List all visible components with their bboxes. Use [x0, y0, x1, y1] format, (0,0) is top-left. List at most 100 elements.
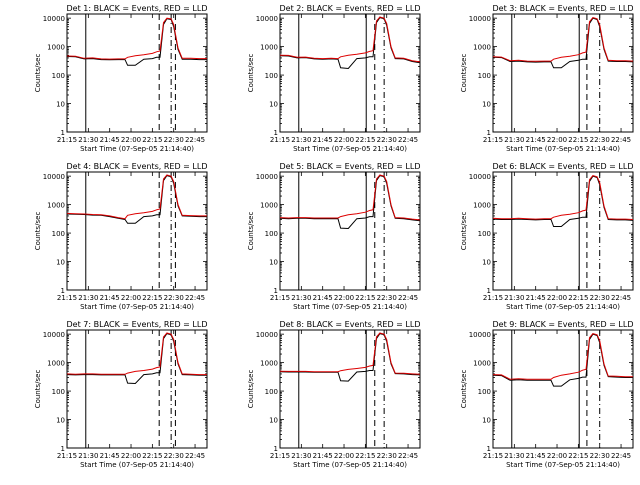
y-tick-label: 1000 [473, 202, 491, 210]
plot-frame [66, 329, 208, 449]
y-tick-label: 10000 [256, 331, 278, 339]
y-tick-label: 1 [61, 445, 65, 453]
y-tick-label: 10 [482, 417, 491, 425]
x-tick-label: 22:30 [377, 294, 397, 302]
y-tick-label: 10000 [469, 173, 491, 181]
series-lld [492, 175, 634, 220]
y-tick-label: 100 [265, 388, 278, 396]
x-axis-title: Start Time (07-Sep-05 21:14:40) [506, 145, 620, 153]
y-tick-label: 1 [274, 287, 278, 295]
y-tick-label: 100 [478, 388, 491, 396]
y-tick-label: 1000 [473, 360, 491, 368]
y-tick-label: 10000 [43, 331, 65, 339]
x-tick-label: 21:30 [504, 452, 524, 460]
x-tick-label: 22:15 [355, 294, 375, 302]
x-axis-title: Start Time (07-Sep-05 21:14:40) [506, 303, 620, 311]
x-axis-title: Start Time (07-Sep-05 21:14:40) [80, 461, 194, 469]
x-tick-label: 22:15 [355, 136, 375, 144]
y-axis-title: Counts/sec [247, 54, 255, 93]
x-tick-label: 21:45 [100, 136, 120, 144]
y-tick-label: 1 [274, 445, 278, 453]
y-axis-title: Counts/sec [460, 212, 468, 251]
x-tick-label: 22:00 [547, 452, 567, 460]
y-tick-label: 10 [269, 417, 278, 425]
series-lld [66, 174, 207, 220]
y-tick-label: 100 [478, 72, 491, 80]
x-tick-label: 22:30 [377, 452, 397, 460]
x-axis-title: Start Time (07-Sep-05 21:14:40) [80, 303, 194, 311]
series-lld [66, 17, 207, 60]
x-axis-title: Start Time (07-Sep-05 21:14:40) [293, 461, 407, 469]
y-tick-label: 100 [265, 72, 278, 80]
y-tick-label: 1 [61, 287, 65, 295]
x-tick-label: 22:30 [164, 294, 184, 302]
y-tick-label: 10000 [43, 15, 65, 23]
x-tick-label: 22:30 [590, 294, 610, 302]
x-tick-label: 21:45 [526, 136, 546, 144]
x-tick-label: 22:00 [334, 452, 354, 460]
x-tick-label: 22:00 [334, 294, 354, 302]
x-tick-label: 22:30 [590, 136, 610, 144]
y-tick-label: 10 [56, 259, 65, 267]
y-axis-title: Counts/sec [460, 54, 468, 93]
y-tick-label: 1000 [260, 202, 278, 210]
x-tick-label: 22:30 [164, 136, 184, 144]
x-tick-label: 22:00 [121, 294, 141, 302]
y-tick-label: 1 [487, 445, 491, 453]
x-tick-label: 22:45 [185, 452, 205, 460]
panel-title: Det 4: BLACK = Events, RED = LLD [67, 162, 208, 171]
panel-6: Det 6: BLACK = Events, RED = LLD 1 10 100 10… [460, 162, 634, 311]
y-tick-label: 1000 [47, 360, 65, 368]
x-tick-label: 21:45 [313, 452, 333, 460]
x-tick-label: 22:45 [398, 136, 418, 144]
y-tick-label: 10000 [43, 173, 65, 181]
y-tick-label: 1000 [473, 44, 491, 52]
y-tick-label: 100 [52, 388, 65, 396]
plot-frame [492, 171, 634, 291]
x-tick-label: 22:45 [398, 294, 418, 302]
y-tick-label: 10 [269, 259, 278, 267]
x-tick-label: 21:30 [78, 452, 98, 460]
x-tick-label: 22:15 [142, 452, 162, 460]
x-tick-label: 22:00 [547, 294, 567, 302]
x-tick-label: 21:15 [270, 294, 290, 302]
x-tick-label: 22:15 [142, 136, 162, 144]
y-tick-label: 1 [487, 287, 491, 295]
x-tick-label: 21:15 [483, 136, 503, 144]
plot-frame [66, 171, 208, 291]
x-tick-label: 21:15 [57, 452, 77, 460]
y-axis-title: Counts/sec [247, 370, 255, 409]
panel-9: Det 9: BLACK = Events, RED = LLD 1 10 100 10… [460, 320, 634, 469]
x-tick-label: 22:30 [164, 452, 184, 460]
x-tick-label: 21:30 [291, 452, 311, 460]
panel-1: Det 1: BLACK = Events, RED = LLD 1 10 100 10… [34, 4, 208, 153]
y-tick-label: 10 [269, 101, 278, 109]
x-tick-label: 22:45 [185, 294, 205, 302]
x-axis-title: Start Time (07-Sep-05 21:14:40) [80, 145, 194, 153]
x-tick-label: 21:45 [313, 136, 333, 144]
y-axis-title: Counts/sec [460, 370, 468, 409]
panel-4: Det 4: BLACK = Events, RED = LLD 1 10 100 10… [34, 162, 208, 311]
x-tick-label: 22:30 [590, 452, 610, 460]
x-axis-title: Start Time (07-Sep-05 21:14:40) [506, 461, 620, 469]
panel-8: Det 8: BLACK = Events, RED = LLD 1 10 100 10… [247, 320, 421, 469]
x-tick-label: 22:45 [611, 294, 631, 302]
plot-frame [492, 329, 634, 449]
x-tick-label: 22:45 [185, 136, 205, 144]
y-tick-label: 1000 [260, 44, 278, 52]
panel-title: Det 1: BLACK = Events, RED = LLD [67, 4, 208, 13]
x-tick-label: 21:30 [291, 136, 311, 144]
series-lld [492, 333, 633, 380]
y-axis-title: Counts/sec [34, 54, 42, 93]
y-tick-label: 10 [56, 417, 65, 425]
y-tick-label: 1 [487, 129, 491, 137]
plot-frame [66, 13, 208, 133]
y-tick-label: 10000 [256, 173, 278, 181]
x-tick-label: 21:15 [270, 136, 290, 144]
panel-title: Det 3: BLACK = Events, RED = LLD [493, 4, 634, 13]
panel-title: Det 5: BLACK = Events, RED = LLD [280, 162, 421, 171]
x-tick-label: 22:30 [377, 136, 397, 144]
plot-frame [279, 171, 421, 291]
